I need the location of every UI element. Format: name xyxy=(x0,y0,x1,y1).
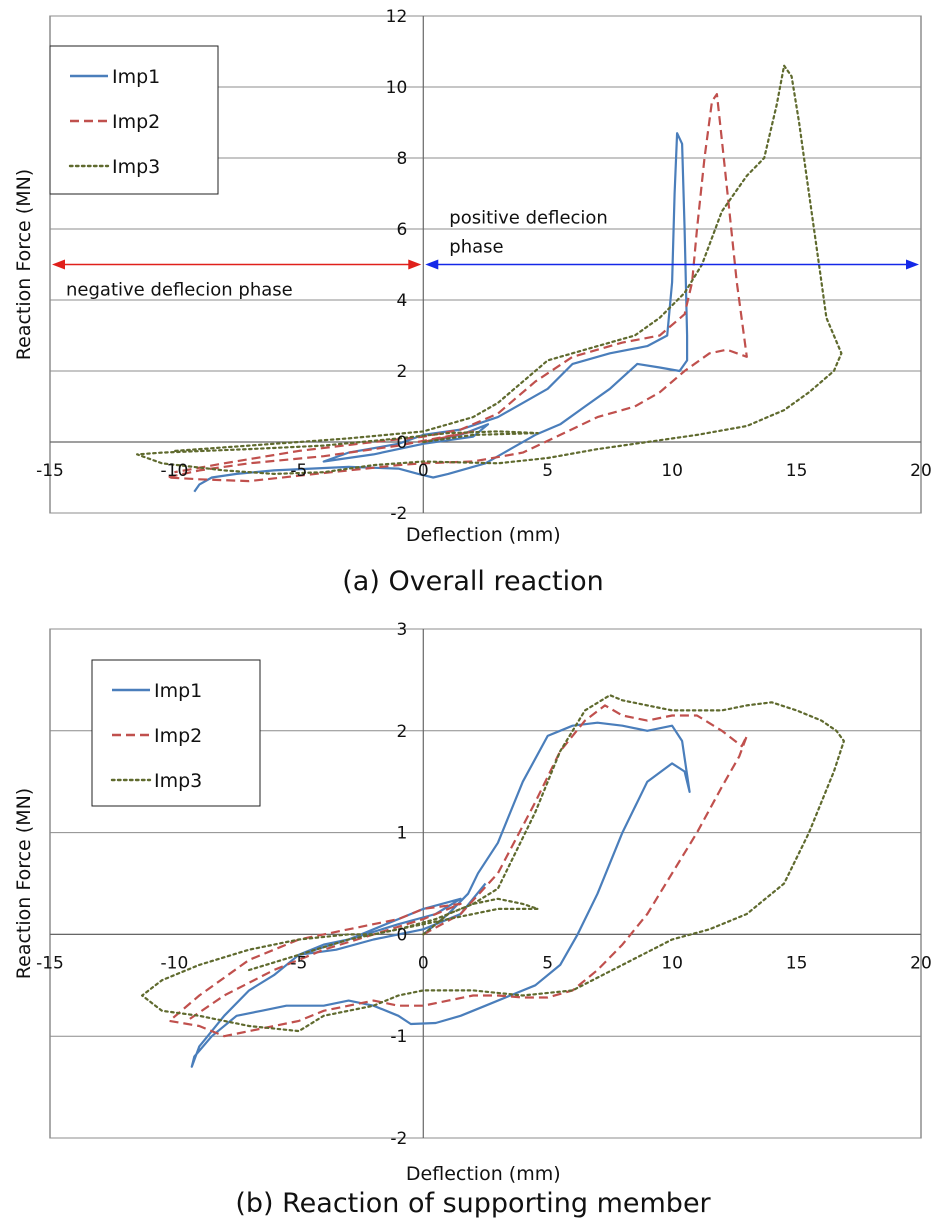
series-line-imp1 xyxy=(190,721,691,1068)
y-tick-label: 0 xyxy=(396,433,407,453)
legend-label-imp2: Imp2 xyxy=(112,111,160,133)
annotation-arrowhead-right xyxy=(906,259,919,270)
y-tick-label: 2 xyxy=(396,362,407,382)
legend-label-imp3: Imp3 xyxy=(154,770,202,792)
y-tick-label: 1 xyxy=(396,824,407,844)
annotation-line: positive deflecion xyxy=(449,208,608,229)
x-tick-label: 15 xyxy=(786,953,808,973)
annotation-arrowhead-right xyxy=(408,259,422,270)
annotation-arrowhead-left xyxy=(425,259,439,270)
x-tick-label: 20 xyxy=(910,461,932,481)
x-tick-label: 10 xyxy=(661,461,683,481)
annotation-label-positive: positive deflecion phase xyxy=(449,208,608,258)
y-tick-label: 4 xyxy=(396,291,407,311)
y-tick-label: 3 xyxy=(396,620,407,640)
y-axis-label: Reaction Force (MN) xyxy=(13,169,35,360)
legend-label-imp1: Imp1 xyxy=(112,66,160,88)
x-tick-label: 10 xyxy=(661,953,683,973)
x-tick-label: -10 xyxy=(161,461,189,481)
y-tick-label: 2 xyxy=(396,722,407,742)
x-tick-label: -15 xyxy=(36,461,64,481)
series-line-imp1 xyxy=(193,132,689,493)
y-tick-label: 12 xyxy=(386,7,408,27)
x-tick-label: -5 xyxy=(290,953,307,973)
annotation-label-negative: negative deflecion phase xyxy=(66,280,293,301)
y-tick-label: 0 xyxy=(396,925,407,945)
y-axis-label: Reaction Force (MN) xyxy=(13,788,35,979)
caption-supporting-member: (b) Reaction of supporting member xyxy=(235,1188,711,1219)
legend-box xyxy=(91,659,261,807)
annotation-arrowhead-left xyxy=(52,259,65,270)
legend-label-imp2: Imp2 xyxy=(154,725,202,747)
x-tick-label: -5 xyxy=(290,461,307,481)
legend-label-imp3: Imp3 xyxy=(112,156,160,178)
series-line-imp2 xyxy=(168,704,748,1038)
legend: Imp1 Imp2 Imp3 xyxy=(49,45,219,195)
y-tick-label: 10 xyxy=(386,78,408,98)
series-line-imp2 xyxy=(165,93,748,483)
x-tick-label: -15 xyxy=(36,953,64,973)
x-axis-label: Deflection (mm) xyxy=(406,1163,561,1185)
x-tick-label: -10 xyxy=(161,953,189,973)
legend-label-imp1: Imp1 xyxy=(154,680,202,702)
y-tick-label: 8 xyxy=(396,149,407,169)
series-line-imp3 xyxy=(141,694,845,1033)
series-line-imp3 xyxy=(136,64,843,475)
x-tick-label: 0 xyxy=(418,953,429,973)
y-tick-label: 6 xyxy=(396,220,407,240)
x-tick-label: 20 xyxy=(910,953,932,973)
x-tick-label: 0 xyxy=(418,461,429,481)
chart-a-overall-reaction: -15 -10 -5 0 5 10 15 20 -2 0 2 4 6 8 10 12 Deflection (m… xyxy=(13,7,932,546)
y-tick-label: -2 xyxy=(390,1129,407,1149)
y-tick-label: -1 xyxy=(390,1027,407,1047)
x-tick-label: 5 xyxy=(542,953,553,973)
caption-overall-reaction: (a) Overall reaction xyxy=(342,566,604,597)
x-axis-label: Deflection (mm) xyxy=(406,524,561,546)
annotation-line: phase xyxy=(449,237,503,258)
y-tick-label: -2 xyxy=(390,504,407,524)
x-tick-label: 5 xyxy=(542,461,553,481)
legend: Imp1 Imp2 Imp3 xyxy=(91,659,261,807)
x-tick-label: 15 xyxy=(786,461,808,481)
